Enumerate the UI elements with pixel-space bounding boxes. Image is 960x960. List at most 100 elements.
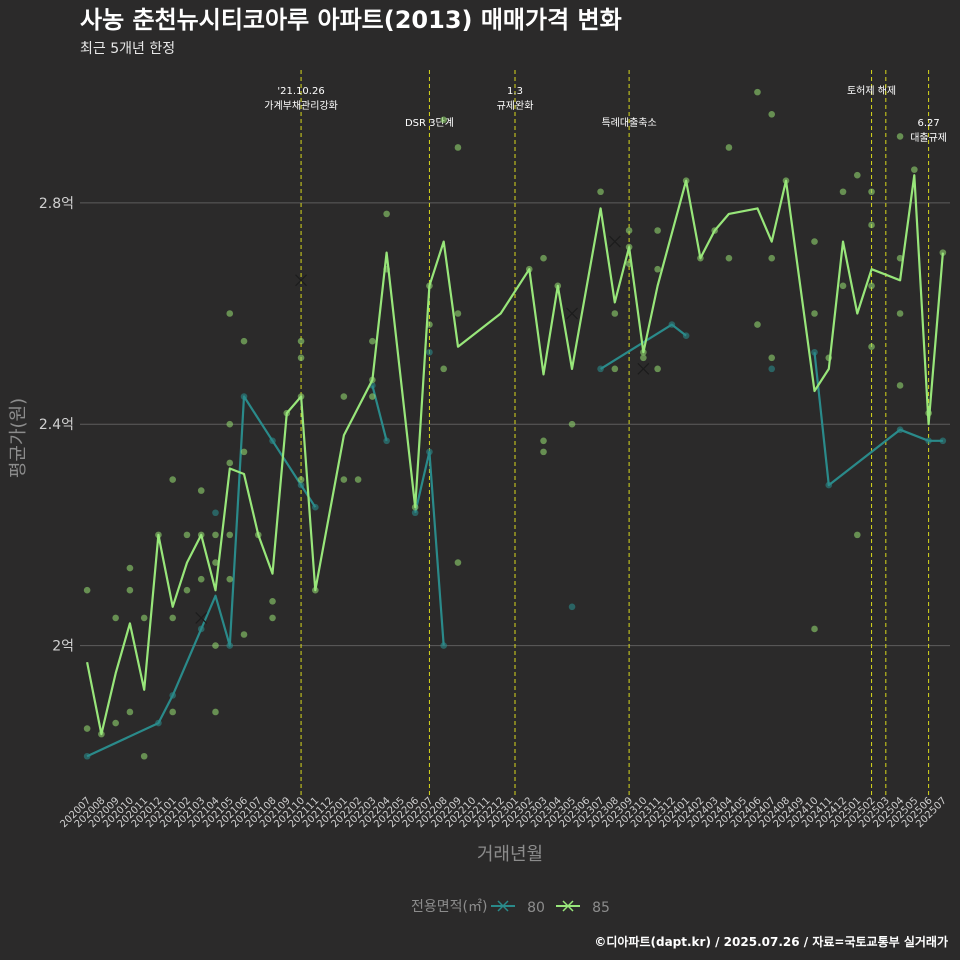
data-point — [839, 282, 847, 290]
event-label: 특례대출축소 — [601, 117, 656, 129]
data-point — [197, 487, 205, 494]
legend-label: 80 — [527, 900, 545, 916]
data-point — [183, 531, 191, 539]
series-line-80 — [600, 323, 687, 370]
data-point — [83, 725, 91, 732]
legend-title: 전용면적(㎡) — [411, 899, 487, 915]
data-point — [169, 708, 177, 716]
cross-marker — [637, 362, 650, 375]
series-layer — [83, 88, 947, 760]
data-point — [269, 597, 276, 605]
data-point — [911, 166, 918, 173]
data-point — [440, 365, 447, 373]
data-point — [868, 188, 875, 196]
data-point — [868, 343, 875, 351]
data-point — [454, 559, 462, 566]
chart-title: 사농 춘천뉴시티코아루 아파트(2013) 매매가격 변화 — [80, 6, 622, 34]
data-point — [540, 448, 547, 456]
data-point — [768, 110, 776, 118]
data-point — [853, 531, 861, 539]
data-point — [754, 321, 761, 328]
data-point — [112, 719, 119, 727]
data-point — [297, 337, 305, 345]
data-point — [896, 310, 904, 317]
data-point — [868, 282, 875, 290]
data-point — [654, 365, 661, 373]
data-point — [340, 393, 348, 400]
event-label: 대출규제 — [910, 132, 947, 144]
data-point — [297, 354, 305, 362]
data-point — [540, 437, 547, 445]
data-point — [183, 586, 191, 594]
data-point — [212, 708, 219, 716]
data-point — [140, 752, 148, 760]
data-point — [611, 310, 619, 317]
legend: 전용면적(㎡) 80 85 — [411, 899, 610, 916]
data-point — [226, 531, 234, 539]
data-point — [440, 116, 447, 124]
event-label: 토허제 해제 — [847, 84, 896, 97]
data-point — [640, 354, 647, 362]
data-point — [383, 210, 390, 218]
series-line-80 — [371, 385, 388, 442]
data-point — [454, 310, 462, 317]
data-point — [212, 642, 219, 649]
event-label: 규제완화 — [497, 100, 534, 112]
data-point — [754, 88, 761, 96]
y-tick-label: 2.8억 — [39, 196, 74, 212]
data-point — [240, 448, 248, 456]
data-point — [297, 476, 305, 483]
series-line-80 — [813, 352, 943, 487]
data-point — [839, 188, 847, 196]
data-point — [212, 509, 219, 517]
data-point — [240, 631, 248, 638]
data-point — [568, 603, 576, 611]
data-point — [725, 254, 733, 262]
cross-marker — [295, 274, 307, 287]
event-label: '21.10.26 — [277, 86, 324, 97]
event-label: 6.27 — [917, 118, 939, 129]
data-point — [896, 133, 904, 140]
data-point — [383, 437, 390, 445]
data-point — [212, 531, 219, 539]
data-point — [868, 221, 875, 229]
data-point — [611, 365, 619, 373]
data-point — [540, 254, 547, 262]
cross-marker — [608, 235, 621, 248]
data-point — [126, 586, 134, 594]
legend-label: 85 — [592, 900, 610, 916]
series-85 — [83, 88, 947, 760]
cross-marker — [566, 307, 578, 320]
data-point — [811, 625, 818, 633]
data-point — [597, 188, 604, 196]
data-point — [568, 420, 576, 428]
data-point — [226, 310, 234, 317]
series-80 — [83, 321, 947, 760]
data-point — [654, 265, 661, 273]
data-point — [226, 420, 234, 428]
data-point — [354, 476, 362, 483]
data-point — [896, 382, 904, 389]
data-point — [811, 348, 818, 356]
data-point — [126, 708, 134, 716]
data-point — [369, 393, 376, 400]
data-point — [811, 238, 818, 245]
source-caption: ©디아파트(dapt.kr) / 2025.07.26 / 자료=국토교통부 실… — [594, 934, 948, 949]
data-point — [768, 354, 776, 362]
y-tick-label: 2억 — [52, 639, 74, 655]
series-line-80 — [86, 395, 317, 758]
cross-marker — [195, 611, 208, 624]
y-tick-label: 2.4억 — [39, 417, 74, 433]
data-point — [112, 614, 119, 622]
data-point — [269, 614, 276, 622]
legend-key-80 — [491, 900, 515, 912]
y-axis: 2억 2.4억 2.8억 — [39, 196, 74, 655]
data-point — [725, 144, 733, 151]
event-label: 가계부채관리강화 — [264, 100, 338, 112]
data-point — [83, 586, 91, 594]
x-axis-title: 거래년월 — [477, 844, 543, 865]
data-point — [240, 337, 248, 345]
data-point — [212, 559, 219, 566]
data-point — [768, 365, 776, 373]
